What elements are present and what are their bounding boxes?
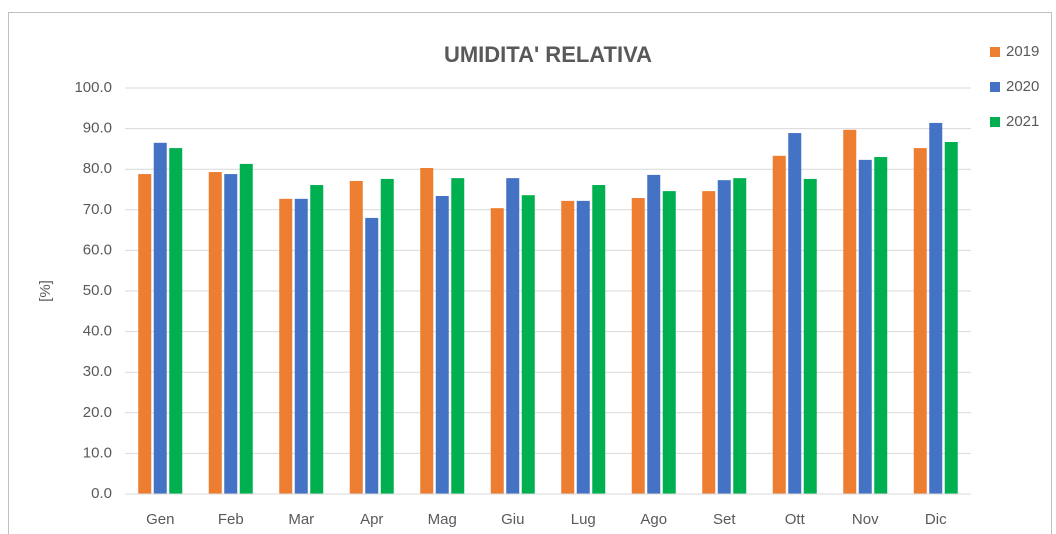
bar	[772, 155, 786, 494]
bar	[279, 198, 293, 494]
y-tick-label: 30.0	[83, 363, 112, 380]
bar	[944, 141, 958, 495]
bar	[647, 174, 661, 494]
y-tick-label: 40.0	[83, 323, 112, 340]
y-tick-label: 20.0	[83, 404, 112, 421]
bar	[169, 148, 183, 494]
legend-label: 2019	[1006, 43, 1039, 60]
bar	[717, 180, 731, 495]
y-tick-label: 70.0	[83, 201, 112, 218]
y-tick-label: 10.0	[83, 444, 112, 461]
y-tick-label: 60.0	[83, 241, 112, 258]
bar	[349, 180, 363, 494]
x-tick-label: Giu	[501, 511, 524, 528]
x-tick-label: Feb	[218, 511, 244, 528]
bar	[913, 148, 927, 494]
x-tick-label: Gen	[146, 511, 174, 528]
x-tick-label: Nov	[852, 511, 879, 528]
y-tick-label: 50.0	[83, 282, 112, 299]
y-tick-label: 80.0	[83, 160, 112, 177]
y-axis-label: [%]	[37, 280, 54, 302]
bar	[506, 178, 520, 494]
y-tick-label: 0.0	[91, 485, 112, 502]
y-tick-label: 90.0	[83, 120, 112, 137]
bar	[843, 129, 857, 494]
bar	[733, 178, 747, 494]
x-tick-label: Ago	[640, 511, 667, 528]
legend-swatch	[990, 82, 1000, 92]
bar	[803, 178, 817, 494]
bar	[380, 178, 394, 494]
bar	[365, 217, 379, 495]
bar	[702, 191, 716, 494]
bar	[788, 133, 802, 495]
x-tick-label: Apr	[360, 511, 383, 528]
x-tick-label: Lug	[571, 511, 596, 528]
bar	[451, 178, 465, 494]
bar	[138, 174, 152, 494]
bar	[294, 198, 308, 494]
bar	[153, 142, 167, 494]
bar	[662, 191, 676, 494]
x-tick-label: Set	[713, 511, 736, 528]
bar	[858, 159, 872, 494]
chart-title: UMIDITA' RELATIVA	[444, 42, 652, 67]
bar	[561, 200, 575, 495]
y-tick-label: 100.0	[74, 79, 112, 96]
legend-label: 2020	[1006, 78, 1039, 95]
bar	[435, 195, 449, 494]
bar	[929, 122, 943, 494]
bar	[224, 174, 238, 494]
bar	[521, 195, 535, 494]
bar	[576, 200, 590, 495]
bar	[490, 208, 504, 494]
legend-label: 2021	[1006, 113, 1039, 130]
x-tick-label: Dic	[925, 511, 947, 528]
x-tick-label: Mar	[288, 511, 314, 528]
bar	[239, 163, 253, 494]
legend-swatch	[990, 47, 1000, 57]
bar	[420, 167, 434, 494]
bar	[310, 185, 324, 494]
x-tick-label: Mag	[428, 511, 457, 528]
bar	[631, 198, 645, 494]
bar	[208, 172, 222, 495]
bar	[874, 157, 888, 494]
x-tick-label: Ott	[785, 511, 806, 528]
legend-swatch	[990, 117, 1000, 127]
bar	[592, 185, 606, 494]
